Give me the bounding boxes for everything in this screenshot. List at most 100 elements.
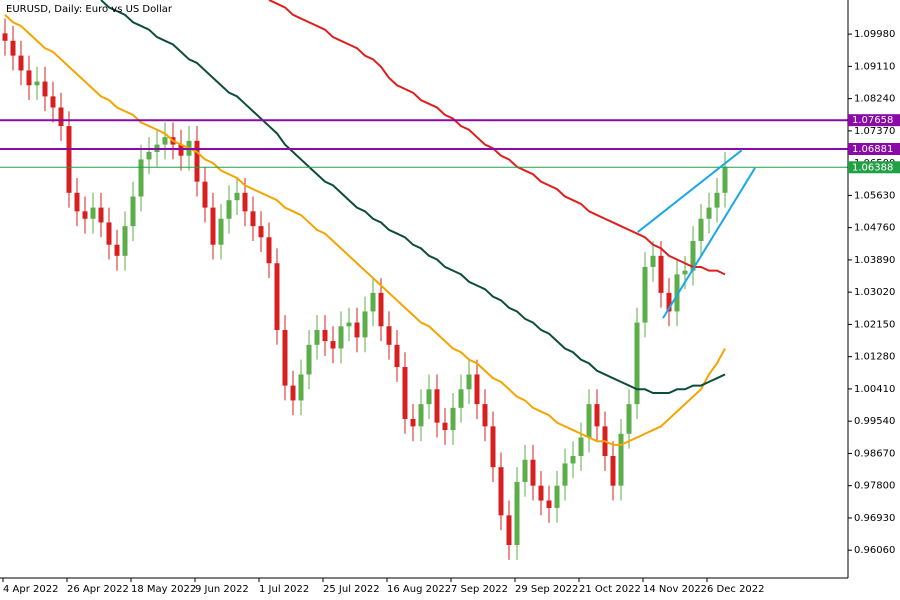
x-tick-label: 25 Jul 2022 [323, 584, 380, 595]
candle-body [498, 467, 504, 516]
candle-body [506, 515, 512, 546]
candle-body [218, 218, 224, 245]
candle-body [306, 344, 312, 375]
candle-body [610, 456, 616, 486]
y-tick-label: 0.96060 [854, 545, 895, 556]
candle-body [330, 341, 336, 349]
candle-body [114, 244, 120, 256]
candle-body [130, 196, 136, 227]
candle-body [242, 192, 248, 212]
y-tick-label: 0.99540 [854, 416, 895, 427]
y-tick-label: 1.02150 [854, 319, 895, 330]
candle-body [482, 404, 488, 427]
candle-body [594, 404, 600, 427]
candle-body [586, 404, 592, 438]
x-tick-label: 6 Dec 2022 [707, 584, 765, 595]
candle-body [146, 152, 152, 160]
candle-body [386, 326, 392, 345]
candle-body [426, 389, 432, 405]
candle-body [618, 433, 624, 486]
candle-body [474, 374, 480, 405]
candle-body [138, 159, 144, 197]
candle-body [674, 274, 680, 312]
y-tick-label: 1.05630 [854, 190, 895, 201]
candle-body [354, 322, 360, 338]
level-label: 1.06881 [852, 144, 893, 155]
candle-body [650, 255, 656, 267]
candle-body [658, 255, 664, 293]
candle-body [626, 404, 632, 434]
candle-body [298, 374, 304, 401]
candle-body [322, 329, 328, 342]
candle-body [458, 389, 464, 408]
x-tick-label: 9 Jun 2022 [195, 584, 249, 595]
candle-body [410, 418, 416, 427]
candle-body [642, 266, 648, 323]
candle-body [26, 70, 32, 86]
y-tick-label: 0.96930 [854, 513, 895, 524]
x-tick-label: 4 Apr 2022 [3, 584, 58, 595]
candle-body [666, 292, 672, 312]
level-label-box [848, 114, 900, 127]
y-tick-label: 1.01280 [854, 352, 895, 363]
candle-body [74, 192, 80, 212]
candle-body [522, 459, 528, 482]
candle-body [258, 226, 264, 238]
candle-body [450, 407, 456, 431]
candle-body [50, 96, 56, 108]
candle-body [2, 33, 8, 41]
candle-body [210, 207, 216, 245]
y-tick-label: 1.00410 [854, 384, 895, 395]
candle-body [562, 463, 568, 486]
candle-body [418, 404, 424, 427]
y-tick-label: 0.97800 [854, 481, 895, 492]
candle-body [362, 311, 368, 338]
x-tick-label: 1 Jul 2022 [259, 584, 309, 595]
candle-body [202, 181, 208, 208]
candle-body [234, 192, 240, 201]
candle-body [66, 126, 72, 193]
candle-body [690, 240, 696, 271]
candle-body [434, 389, 440, 423]
candle-body [290, 385, 296, 401]
candle-body [58, 107, 64, 127]
x-tick-label: 7 Sep 2022 [451, 584, 508, 595]
candle-body [82, 211, 88, 219]
candle-body [554, 485, 560, 508]
level-label: 1.06388 [852, 162, 893, 173]
x-tick-label: 18 May 2022 [131, 584, 196, 595]
candle-body [178, 144, 184, 156]
candle-body [314, 329, 320, 345]
trend-line [662, 167, 756, 319]
candle-body [514, 481, 520, 546]
candle-body [370, 292, 376, 312]
candle-body [10, 40, 16, 56]
y-tick-label: 1.08240 [854, 94, 895, 105]
candle-body [634, 322, 640, 405]
candle-body [466, 374, 472, 390]
moving-average [268, 0, 726, 276]
candle-body [18, 55, 24, 71]
candle-body [34, 81, 40, 86]
x-tick-label: 16 Aug 2022 [387, 584, 451, 595]
candle-body [706, 207, 712, 219]
candle-body [546, 500, 552, 508]
moving-average [4, 14, 726, 446]
y-tick-label: 1.04760 [854, 223, 895, 234]
candle-body [194, 140, 200, 182]
candle-body [402, 367, 408, 419]
candle-body [42, 81, 48, 97]
y-tick-label: 1.09980 [854, 29, 895, 40]
moving-average [100, 0, 726, 394]
y-tick-label: 0.98670 [854, 448, 895, 459]
candle-body [106, 222, 112, 245]
x-tick-label: 14 Nov 2022 [643, 584, 707, 595]
candle-body [538, 485, 544, 501]
candle-body [122, 226, 128, 256]
y-tick-label: 1.03020 [854, 287, 895, 298]
candle-body [226, 200, 232, 219]
candle-body [698, 218, 704, 241]
candle-body [578, 437, 584, 457]
candle-body [530, 459, 536, 486]
